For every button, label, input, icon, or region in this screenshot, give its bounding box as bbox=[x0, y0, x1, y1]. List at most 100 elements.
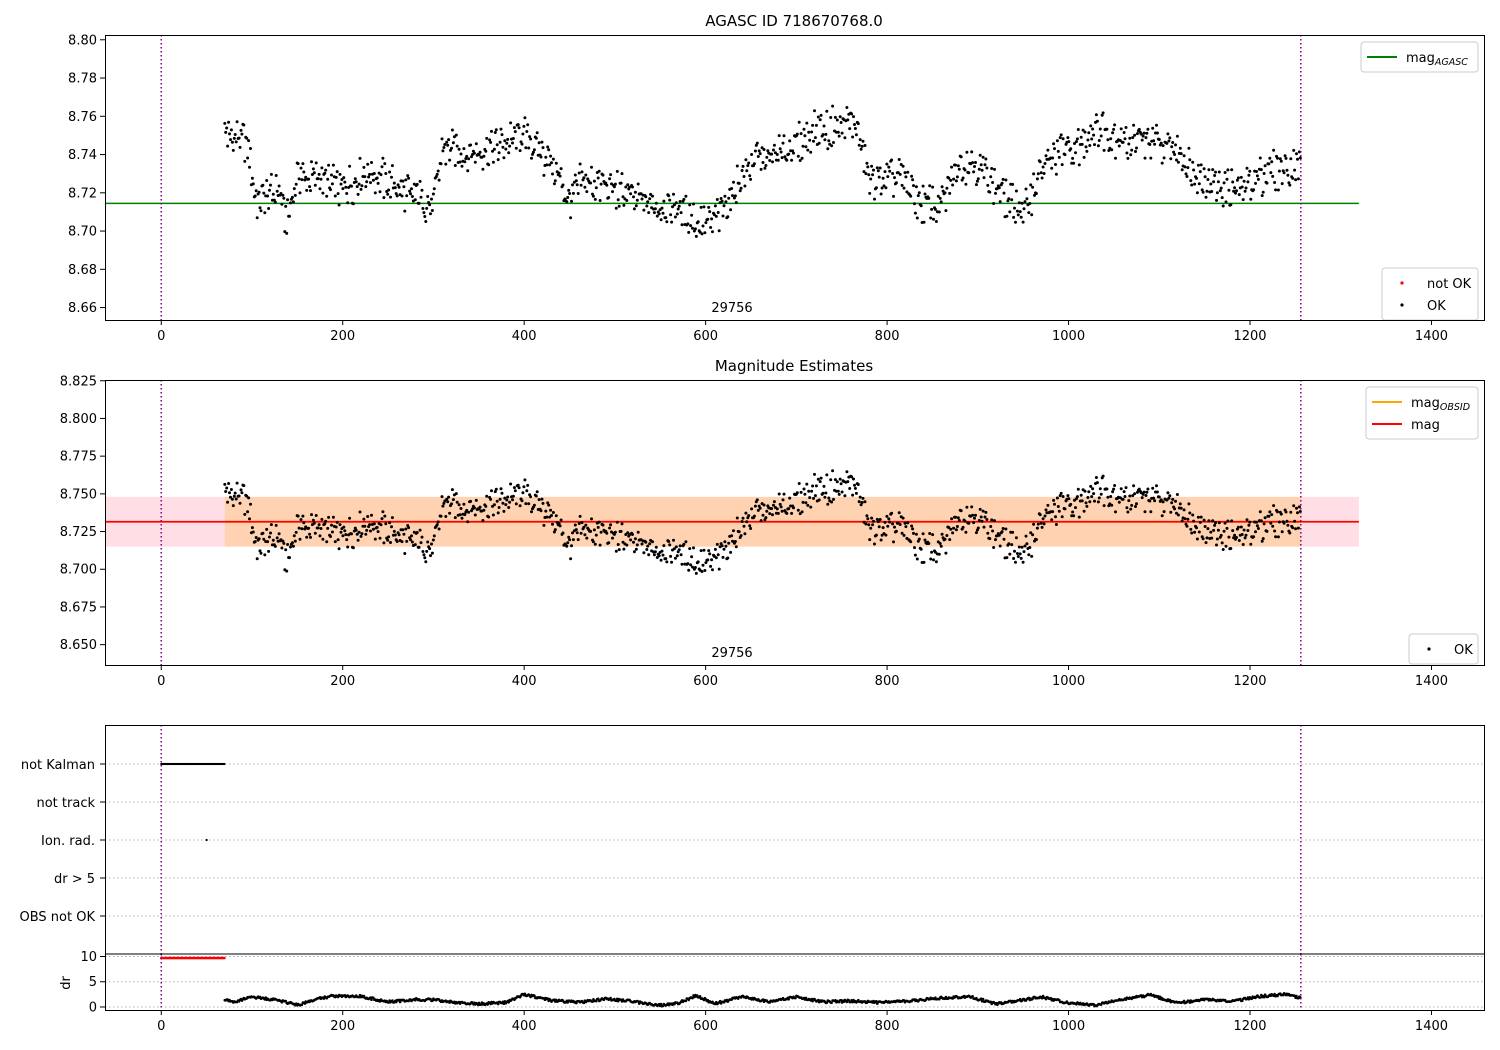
data-point bbox=[312, 521, 316, 525]
x-tick-label: 1000 bbox=[1052, 674, 1085, 689]
data-point bbox=[979, 515, 983, 519]
data-point bbox=[1183, 165, 1187, 169]
data-point bbox=[360, 184, 364, 188]
data-point bbox=[902, 186, 906, 190]
data-point bbox=[422, 553, 426, 557]
data-point bbox=[741, 516, 745, 520]
data-point bbox=[514, 146, 518, 150]
data-point bbox=[928, 532, 932, 535]
data-point bbox=[319, 177, 323, 181]
data-point bbox=[790, 158, 794, 162]
data-point bbox=[1155, 484, 1158, 488]
data-point bbox=[1094, 113, 1098, 117]
data-point bbox=[657, 212, 661, 216]
data-point bbox=[626, 531, 630, 535]
data-point bbox=[1085, 149, 1089, 153]
data-point bbox=[714, 214, 718, 218]
data-point bbox=[1288, 531, 1292, 535]
data-point bbox=[521, 491, 525, 495]
data-point bbox=[551, 522, 554, 526]
data-point bbox=[324, 519, 328, 523]
data-point bbox=[1014, 560, 1017, 564]
agasc-panel: AGASC ID 718670768.0 29756 magAGASC not … bbox=[68, 12, 1485, 344]
data-point bbox=[1095, 119, 1099, 123]
data-point bbox=[277, 532, 281, 536]
data-point bbox=[1178, 146, 1182, 150]
x-tick-label: 200 bbox=[330, 1019, 355, 1034]
dr-point bbox=[691, 996, 694, 1000]
data-point bbox=[580, 170, 584, 174]
data-point bbox=[229, 495, 232, 499]
data-point bbox=[1239, 525, 1243, 529]
data-point bbox=[436, 520, 440, 524]
data-point bbox=[879, 192, 883, 196]
data-point bbox=[364, 185, 368, 189]
data-point bbox=[755, 141, 759, 145]
data-point bbox=[922, 560, 926, 564]
data-point bbox=[288, 556, 291, 560]
data-point bbox=[1173, 507, 1177, 511]
data-point bbox=[1079, 135, 1083, 139]
data-point bbox=[904, 525, 908, 529]
data-point bbox=[1229, 203, 1233, 207]
data-point bbox=[885, 162, 889, 166]
data-point bbox=[782, 134, 786, 138]
data-point bbox=[316, 526, 320, 530]
data-point bbox=[1061, 137, 1065, 141]
data-point bbox=[1031, 185, 1035, 189]
data-point bbox=[858, 495, 862, 499]
data-point bbox=[684, 540, 688, 544]
data-point bbox=[492, 503, 496, 507]
data-point bbox=[489, 140, 493, 144]
data-point bbox=[848, 127, 852, 131]
data-point bbox=[584, 173, 588, 177]
data-point bbox=[301, 162, 305, 166]
data-point bbox=[451, 141, 455, 145]
data-point bbox=[491, 513, 495, 517]
data-point bbox=[632, 550, 636, 554]
legend-frame bbox=[1365, 386, 1479, 440]
data-point bbox=[1020, 545, 1024, 549]
data-point bbox=[1002, 191, 1006, 195]
data-point bbox=[703, 231, 707, 235]
data-point bbox=[248, 165, 251, 169]
data-point bbox=[1167, 139, 1171, 143]
data-point bbox=[1060, 515, 1064, 519]
data-point bbox=[1084, 145, 1088, 149]
data-point bbox=[974, 161, 977, 164]
data-point bbox=[1038, 160, 1042, 164]
data-point bbox=[566, 196, 570, 199]
data-point bbox=[699, 549, 703, 553]
data-point bbox=[1135, 502, 1138, 506]
data-point bbox=[1249, 542, 1253, 546]
data-point bbox=[860, 144, 864, 148]
data-point bbox=[677, 548, 681, 552]
data-point bbox=[739, 534, 743, 538]
data-point bbox=[771, 513, 774, 517]
data-point bbox=[593, 542, 597, 546]
data-point bbox=[1235, 178, 1239, 182]
data-point bbox=[934, 560, 938, 564]
data-point bbox=[330, 182, 334, 186]
data-point bbox=[462, 147, 466, 151]
data-point bbox=[886, 175, 890, 179]
data-point bbox=[228, 132, 231, 136]
data-point bbox=[290, 195, 294, 199]
data-point bbox=[860, 501, 864, 504]
data-point bbox=[443, 499, 447, 503]
data-point bbox=[645, 548, 649, 551]
data-point bbox=[743, 532, 747, 536]
data-point bbox=[363, 524, 367, 528]
data-point bbox=[1270, 513, 1274, 517]
data-point bbox=[1139, 132, 1143, 136]
data-point bbox=[382, 541, 386, 545]
data-point bbox=[415, 531, 419, 534]
data-point bbox=[1271, 174, 1275, 178]
data-point bbox=[1197, 530, 1201, 534]
data-point bbox=[380, 517, 384, 521]
data-point bbox=[439, 514, 443, 518]
data-point bbox=[293, 193, 297, 197]
data-point bbox=[1185, 524, 1189, 528]
data-point bbox=[520, 142, 524, 146]
data-point bbox=[727, 196, 731, 200]
